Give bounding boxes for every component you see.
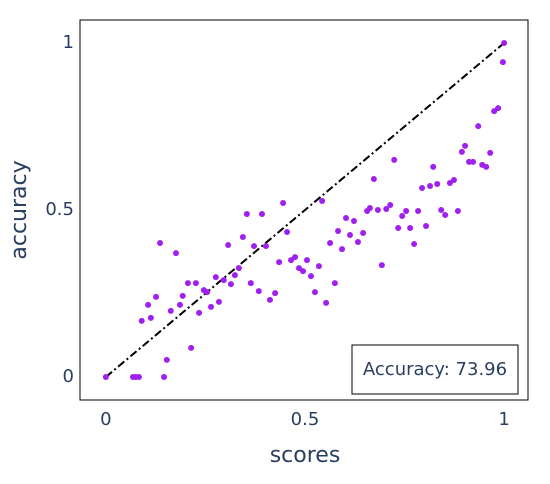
point [415,208,422,215]
point [147,314,154,321]
point [335,228,342,235]
point [407,225,414,232]
point [470,158,477,165]
point [307,273,314,280]
point [319,197,326,204]
point [311,289,318,296]
point [138,317,145,324]
point [366,204,373,211]
point [184,280,191,287]
point [163,356,170,363]
point [327,240,334,247]
point [350,218,357,225]
point [487,149,494,156]
point [235,265,242,272]
point [225,242,232,249]
point [272,290,279,297]
point [438,207,445,213]
point [179,292,186,299]
point [499,59,506,66]
point [391,156,398,163]
point [434,180,441,187]
point [442,212,449,219]
point [411,241,418,248]
point [430,163,437,170]
point [387,201,394,208]
point [383,205,390,212]
point [419,184,426,191]
y-tick-label: 1 [63,32,74,53]
point [266,296,273,303]
point [292,254,299,261]
annotation-box [351,344,519,395]
point [423,223,430,230]
point [172,250,179,257]
y-tick-label: 0 [63,366,74,387]
point [395,225,402,232]
reference-line [105,42,505,378]
point [239,234,246,241]
point [475,123,482,130]
point [196,309,203,316]
y-tick-label: 0.5 [45,199,74,220]
point [102,373,109,380]
point [378,262,385,269]
point [157,240,164,247]
y-axis-title: accuracy [7,160,32,259]
point [255,288,262,295]
point [251,243,258,250]
point [280,199,287,206]
x-tick-label: 0.5 [291,409,320,430]
point [153,293,160,300]
annotation: Accuracy: 73.96 [363,359,507,380]
point [450,176,457,183]
point [360,230,367,237]
point [161,373,168,380]
point [462,142,469,149]
point [135,373,142,380]
point [208,303,215,310]
point [145,301,152,308]
point [188,344,195,351]
point [315,263,322,270]
point [495,105,502,112]
x-tick-label: 0 [100,409,111,430]
point [276,259,283,266]
point [220,277,227,284]
point [300,268,307,275]
point [343,215,350,222]
point [303,257,310,264]
plot-frame [79,19,529,401]
point [284,229,291,236]
point [192,280,199,287]
point [176,301,183,308]
point [374,207,381,213]
point [483,163,490,170]
point [331,280,338,287]
point [339,246,346,253]
point [167,307,174,314]
point [247,280,254,287]
point [427,182,434,189]
point [231,272,238,279]
point [399,213,406,220]
point [243,211,250,218]
point [454,208,461,215]
point [258,211,265,218]
x-axis-title: scores [270,443,341,468]
point [204,289,211,296]
point [458,148,465,155]
point [227,281,234,288]
point [212,274,219,281]
point [346,232,353,239]
point [262,243,269,250]
point [215,298,222,305]
x-tick-label: 1 [498,409,509,430]
point [370,175,377,182]
point [403,208,410,215]
point [501,40,508,47]
point [354,239,361,246]
point [323,299,330,306]
